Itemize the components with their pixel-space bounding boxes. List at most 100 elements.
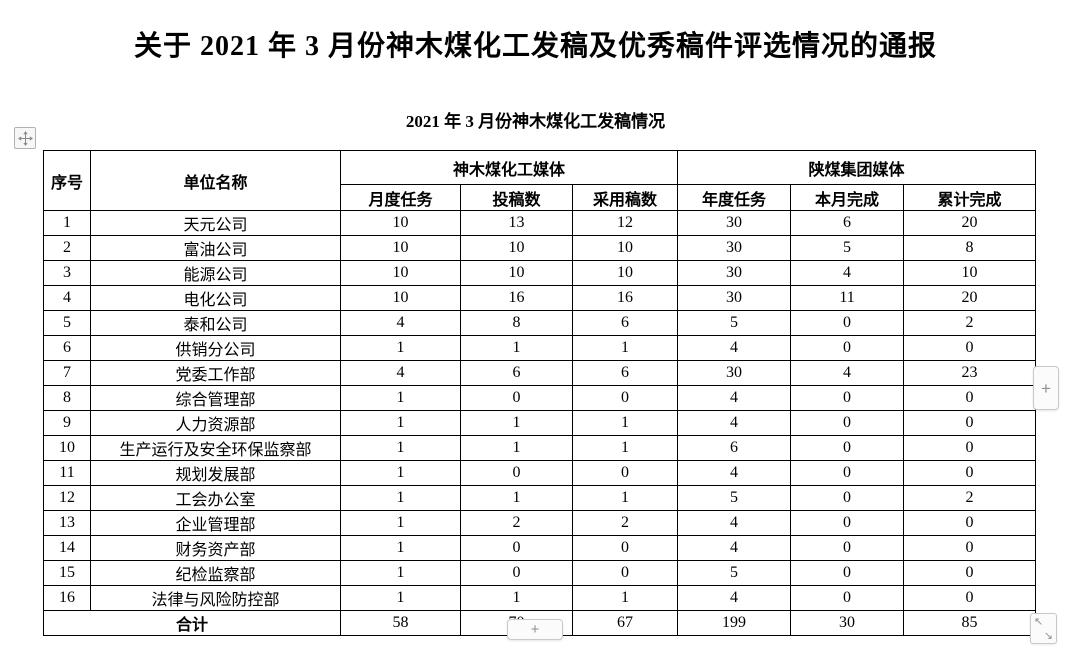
cumulative-completed-cell[interactable]: 0 (903, 560, 1037, 586)
month-completed-cell[interactable]: 0 (790, 385, 905, 411)
month-completed-cell[interactable]: 0 (790, 485, 905, 511)
row-index-cell[interactable]: 4 (43, 285, 91, 311)
annual-task-cell[interactable]: 30 (677, 260, 792, 286)
cumulative-completed-cell[interactable]: 0 (903, 385, 1037, 411)
row-index-cell[interactable]: 9 (43, 410, 91, 436)
add-column-button[interactable]: + (1033, 366, 1059, 410)
cumulative-completed-cell[interactable]: 8 (903, 235, 1037, 261)
submitted-count-cell[interactable]: 1 (460, 435, 573, 461)
adopted-count-cell[interactable]: 0 (571, 460, 679, 486)
adopted-count-cell[interactable]: 1 (571, 335, 679, 361)
adopted-count-cell[interactable]: 16 (571, 285, 679, 311)
row-index-cell[interactable]: 7 (43, 360, 91, 386)
monthly-task-cell[interactable]: 1 (340, 460, 461, 486)
month-completed-cell[interactable]: 0 (790, 335, 905, 361)
submitted-count-cell[interactable]: 1 (460, 585, 573, 611)
adopted-count-cell[interactable]: 12 (571, 210, 679, 236)
month-completed-cell[interactable]: 6 (790, 210, 905, 236)
total-cumulative-completed-cell[interactable]: 85 (903, 610, 1037, 636)
submitted-count-cell[interactable]: 16 (460, 285, 573, 311)
annual-task-cell[interactable]: 4 (677, 460, 792, 486)
table-move-handle[interactable] (14, 127, 36, 149)
month-completed-cell[interactable]: 0 (790, 535, 905, 561)
submitted-count-cell[interactable]: 6 (460, 360, 573, 386)
monthly-task-cell[interactable]: 1 (340, 535, 461, 561)
unit-name-cell[interactable]: 企业管理部 (90, 510, 341, 536)
col-header-unit-name[interactable]: 单位名称 (90, 150, 341, 211)
unit-name-cell[interactable]: 法律与风险防控部 (90, 585, 341, 611)
submitted-count-cell[interactable]: 1 (460, 335, 573, 361)
month-completed-cell[interactable]: 4 (790, 360, 905, 386)
annual-task-cell[interactable]: 4 (677, 585, 792, 611)
adopted-count-cell[interactable]: 0 (571, 535, 679, 561)
cumulative-completed-cell[interactable]: 20 (903, 285, 1037, 311)
month-completed-cell[interactable]: 0 (790, 435, 905, 461)
month-completed-cell[interactable]: 0 (790, 410, 905, 436)
monthly-task-cell[interactable]: 1 (340, 485, 461, 511)
annual-task-cell[interactable]: 30 (677, 210, 792, 236)
annual-task-cell[interactable]: 5 (677, 560, 792, 586)
month-completed-cell[interactable]: 0 (790, 585, 905, 611)
row-index-cell[interactable]: 11 (43, 460, 91, 486)
cumulative-completed-cell[interactable]: 0 (903, 335, 1037, 361)
submitted-count-cell[interactable]: 10 (460, 260, 573, 286)
cumulative-completed-cell[interactable]: 0 (903, 585, 1037, 611)
table-resize-handle[interactable]: ↖ ↘ (1030, 613, 1057, 644)
month-completed-cell[interactable]: 0 (790, 460, 905, 486)
row-index-cell[interactable]: 3 (43, 260, 91, 286)
document-title[interactable]: 关于 2021 年 3 月份神木煤化工发稿及优秀稿件评选情况的通报 (133, 31, 937, 62)
col-header-adopted-count[interactable]: 采用稿数 (571, 184, 679, 211)
unit-name-cell[interactable]: 财务资产部 (90, 535, 341, 561)
total-annual-task-cell[interactable]: 199 (677, 610, 792, 636)
row-index-cell[interactable]: 6 (43, 335, 91, 361)
submitted-count-cell[interactable]: 8 (460, 310, 573, 336)
adopted-count-cell[interactable]: 2 (571, 510, 679, 536)
adopted-count-cell[interactable]: 10 (571, 235, 679, 261)
unit-name-cell[interactable]: 生产运行及安全环保监察部 (90, 435, 341, 461)
monthly-task-cell[interactable]: 10 (340, 260, 461, 286)
row-index-cell[interactable]: 2 (43, 235, 91, 261)
submitted-count-cell[interactable]: 13 (460, 210, 573, 236)
annual-task-cell[interactable]: 4 (677, 335, 792, 361)
annual-task-cell[interactable]: 4 (677, 410, 792, 436)
annual-task-cell[interactable]: 5 (677, 485, 792, 511)
submitted-count-cell[interactable]: 0 (460, 535, 573, 561)
row-index-cell[interactable]: 13 (43, 510, 91, 536)
annual-task-cell[interactable]: 30 (677, 235, 792, 261)
row-index-cell[interactable]: 15 (43, 560, 91, 586)
month-completed-cell[interactable]: 5 (790, 235, 905, 261)
submitted-count-cell[interactable]: 2 (460, 510, 573, 536)
monthly-task-cell[interactable]: 10 (340, 285, 461, 311)
adopted-count-cell[interactable]: 6 (571, 360, 679, 386)
monthly-task-cell[interactable]: 4 (340, 360, 461, 386)
monthly-task-cell[interactable]: 1 (340, 585, 461, 611)
cumulative-completed-cell[interactable]: 0 (903, 460, 1037, 486)
group-header-shenmu-media[interactable]: 神木煤化工媒体 (339, 150, 679, 185)
unit-name-cell[interactable]: 规划发展部 (90, 460, 341, 486)
adopted-count-cell[interactable]: 6 (571, 310, 679, 336)
cumulative-completed-cell[interactable]: 2 (903, 485, 1037, 511)
cumulative-completed-cell[interactable]: 0 (903, 510, 1037, 536)
table-caption[interactable]: 2021 年 3 月份神木煤化工发稿情况 (405, 112, 666, 131)
total-label-cell[interactable]: 合计 (43, 610, 341, 636)
total-month-completed-cell[interactable]: 30 (790, 610, 905, 636)
row-index-cell[interactable]: 14 (43, 535, 91, 561)
col-header-annual-task[interactable]: 年度任务 (677, 184, 792, 211)
monthly-task-cell[interactable]: 1 (340, 435, 461, 461)
submitted-count-cell[interactable]: 1 (460, 410, 573, 436)
adopted-count-cell[interactable]: 1 (571, 585, 679, 611)
unit-name-cell[interactable]: 泰和公司 (90, 310, 341, 336)
submitted-count-cell[interactable]: 0 (460, 560, 573, 586)
adopted-count-cell[interactable]: 0 (571, 560, 679, 586)
month-completed-cell[interactable]: 0 (790, 560, 905, 586)
cumulative-completed-cell[interactable]: 2 (903, 310, 1037, 336)
cumulative-completed-cell[interactable]: 23 (903, 360, 1037, 386)
month-completed-cell[interactable]: 0 (790, 510, 905, 536)
month-completed-cell[interactable]: 11 (790, 285, 905, 311)
unit-name-cell[interactable]: 工会办公室 (90, 485, 341, 511)
row-index-cell[interactable]: 16 (43, 585, 91, 611)
monthly-task-cell[interactable]: 1 (340, 410, 461, 436)
row-index-cell[interactable]: 12 (43, 485, 91, 511)
submitted-count-cell[interactable]: 0 (460, 385, 573, 411)
unit-name-cell[interactable]: 富油公司 (90, 235, 341, 261)
